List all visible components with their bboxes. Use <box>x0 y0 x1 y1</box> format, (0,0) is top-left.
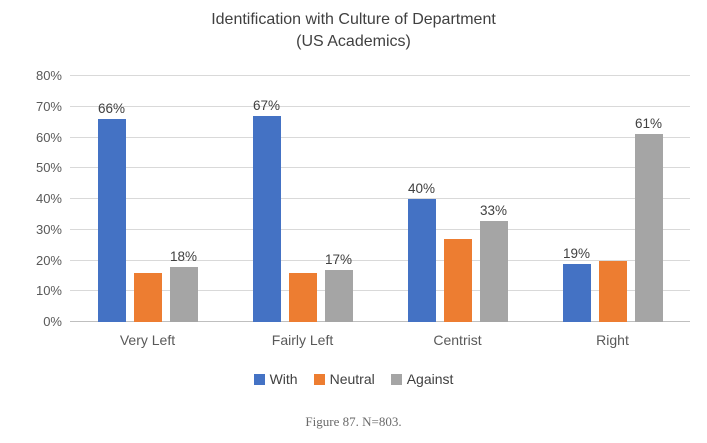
y-tick-label-70: 70% <box>35 98 62 114</box>
legend-swatch-against <box>390 373 402 385</box>
gridline-20 <box>70 259 690 261</box>
bar-value-label: 61% <box>634 116 663 132</box>
y-tick-label-40: 40% <box>35 191 62 206</box>
bar-group-very-left: 66% 18% <box>70 76 225 322</box>
legend: With Neutral Against <box>0 371 707 387</box>
legend-item-with: With <box>253 371 298 387</box>
bar-with-centrist: 40% <box>407 181 436 322</box>
legend-label-against: Against <box>406 371 454 387</box>
y-axis: 0% 10% 20% 30% 40% 50% 60% 70% 80% <box>14 68 62 329</box>
bar-group-right: 19% 61% <box>535 76 690 322</box>
bar-against-fairly-left: 17% <box>324 252 353 322</box>
bar-with-fairly-left: 67% <box>252 98 281 322</box>
bar-neutral-right <box>598 260 627 322</box>
bar-value-label: 17% <box>324 251 353 267</box>
bar-against-very-left: 18% <box>169 249 198 322</box>
bar-value-label: 18% <box>169 248 198 264</box>
gridline-10 <box>70 290 690 292</box>
bar-group-fairly-left: 67% 17% <box>225 76 380 322</box>
chart-title: Identification with Culture of Departmen… <box>0 9 707 53</box>
chart-title-line1: Identification with Culture of Departmen… <box>211 11 496 28</box>
gridline-50 <box>70 167 690 169</box>
gridline-80 <box>70 75 690 76</box>
bar-group-centrist: 40% 33% <box>380 76 535 322</box>
bar-neutral-centrist <box>443 238 472 322</box>
x-tick-label-right: Right <box>596 332 629 348</box>
legend-label-neutral: Neutral <box>329 371 375 387</box>
legend-item-against: Against <box>390 371 454 387</box>
gridline-30 <box>70 228 690 230</box>
y-tick-label-60: 60% <box>35 129 62 145</box>
bar-value-label: 67% <box>252 97 281 113</box>
bar-value-label: 19% <box>562 245 591 261</box>
gridline-0 <box>70 321 690 322</box>
x-tick-label-very-left: Very Left <box>119 332 176 348</box>
y-tick-label-20: 20% <box>35 252 62 268</box>
legend-item-neutral: Neutral <box>313 371 375 387</box>
y-tick-label-0: 0% <box>43 314 62 329</box>
bar-neutral-fairly-left <box>288 272 317 322</box>
bar-groups: 66% 18% 67% 17% 40% 33% 19% 61% <box>70 76 690 322</box>
bar-value-label: 66% <box>97 101 126 117</box>
legend-swatch-neutral <box>313 373 325 385</box>
bar-with-right: 19% <box>562 246 591 322</box>
y-tick-label-80: 80% <box>35 68 62 83</box>
legend-swatch-with <box>253 373 265 385</box>
x-axis: Very Left Fairly Left Centrist Right <box>70 332 690 348</box>
y-tick-label-10: 10% <box>35 283 62 299</box>
figure-caption: Figure 87. N=803. <box>305 414 402 429</box>
bar-against-right: 61% <box>634 116 663 322</box>
gridline-70 <box>70 105 690 107</box>
y-tick-label-50: 50% <box>35 160 62 176</box>
bar-with-very-left: 66% <box>97 101 126 322</box>
gridline-60 <box>70 136 690 138</box>
gridline-40 <box>70 198 690 199</box>
plot-area: 66% 18% 67% 17% 40% 33% 19% 61% <box>70 75 690 322</box>
bar-value-label: 40% <box>407 181 436 196</box>
bar-against-centrist: 33% <box>479 203 508 322</box>
chart-title-line2: (US Academics) <box>296 33 411 50</box>
legend-label-with: With <box>269 371 298 387</box>
x-tick-label-fairly-left: Fairly Left <box>271 332 334 348</box>
x-tick-label-centrist: Centrist <box>433 332 482 348</box>
bar-neutral-very-left <box>133 272 162 322</box>
bar-value-label: 33% <box>479 202 508 218</box>
y-tick-label-30: 30% <box>35 221 62 237</box>
